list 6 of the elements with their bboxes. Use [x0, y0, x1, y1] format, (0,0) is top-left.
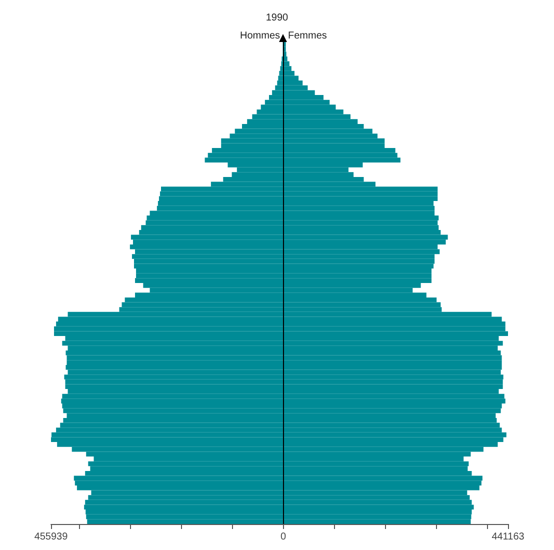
x-tick-label: 455939 — [34, 532, 68, 542]
chart-title: 1990 — [266, 12, 289, 24]
series-label: Hommes — [240, 30, 280, 42]
series-label: Femmes — [288, 30, 327, 42]
x-tick-label: 0 — [280, 532, 286, 542]
x-tick-label: 441163 — [492, 532, 525, 542]
